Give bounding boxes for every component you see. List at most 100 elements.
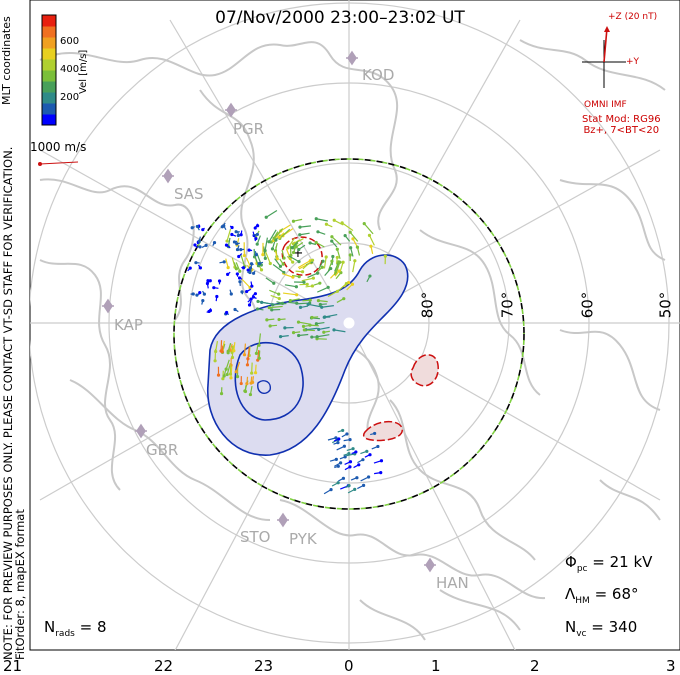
velocity-vector-origin — [330, 239, 333, 242]
phi-value: = 21 kV — [592, 553, 652, 571]
colorbar-tick-400: 400 — [60, 64, 79, 75]
velocity-vector-origin — [295, 293, 298, 296]
velocity-vector-origin — [223, 260, 226, 263]
velocity-vector — [285, 285, 297, 287]
velocity-vector-origin — [338, 269, 341, 272]
lambda-subscript: HM — [575, 596, 590, 606]
velocity-vector-origin — [215, 295, 218, 298]
nvc-symbol: N — [565, 618, 576, 636]
station-pyk: PYK — [289, 530, 317, 548]
station-sas: SAS — [174, 185, 204, 203]
velocity-vector-origin — [220, 392, 223, 395]
velocity-vector-origin — [207, 310, 210, 313]
velocity-vector-origin — [334, 436, 337, 439]
nrads-subscript: rads — [55, 629, 75, 639]
page-title: 07/Nov/2000 23:00–23:02 UT — [0, 8, 680, 28]
velocity-vector-origin — [336, 290, 339, 293]
velocity-vector-origin — [269, 262, 272, 265]
velocity-vector — [302, 278, 314, 281]
velocity-vector-origin — [325, 223, 328, 226]
velocity-vector-origin — [278, 236, 281, 239]
velocity-vector-origin — [267, 240, 270, 243]
velocity-vector-origin — [295, 285, 298, 288]
station-pgr: PGR — [233, 120, 264, 138]
velocity-vector-origin — [336, 256, 339, 259]
velocity-vector-origin — [239, 248, 242, 251]
velocity-vector-origin — [243, 353, 246, 356]
station-gbr: GBR — [146, 441, 178, 459]
velocity-vector-origin — [254, 371, 257, 374]
mlt-tick-23: 23 — [254, 657, 273, 675]
velocity-vector-origin — [201, 228, 204, 231]
velocity-vector — [316, 219, 328, 221]
velocity-vector — [324, 257, 326, 268]
velocity-vector-origin — [291, 260, 294, 263]
mlt-tick-21: 21 — [3, 657, 22, 675]
phi-symbol: Φ — [565, 553, 577, 571]
vector-count: Nvc = 340 — [565, 618, 637, 639]
velocity-vector — [266, 210, 277, 217]
velocity-vector-origin — [317, 328, 320, 331]
velocity-vector-origin — [213, 359, 216, 362]
velocity-vector-origin — [279, 265, 282, 268]
velocity-vector-origin — [365, 450, 368, 453]
velocity-vector-origin — [336, 248, 339, 251]
lat-label-50: 50° — [656, 292, 674, 319]
nrads-value: = 8 — [80, 618, 107, 636]
velocity-vector-origin — [315, 241, 318, 244]
velocity-vector-origin — [270, 308, 273, 311]
velocity-vector-origin — [238, 270, 241, 273]
velocity-vector-origin — [325, 255, 328, 258]
velocity-vector-origin — [292, 331, 295, 334]
stat-model-label: Stat Mod: RG96 Bz+, 7<BT<20 — [582, 114, 661, 136]
colorbar-segment — [42, 103, 56, 115]
velocity-vector-origin — [345, 282, 348, 285]
velocity-vector-origin — [223, 374, 226, 377]
colorbar-tick-600: 600 — [60, 36, 79, 47]
velocity-vector-origin — [351, 447, 354, 450]
velocity-vector — [342, 223, 353, 231]
velocity-vector-origin — [297, 334, 300, 337]
station-kap: KAP — [114, 316, 143, 334]
velocity-vector-origin — [348, 438, 351, 441]
velocity-vector-origin — [333, 219, 336, 222]
velocity-vector-origin — [357, 463, 360, 466]
velocity-vector-origin — [256, 224, 259, 227]
velocity-vector-origin — [368, 274, 371, 277]
velocity-vector-origin — [316, 230, 319, 233]
velocity-vector-origin — [344, 234, 347, 237]
velocity-vector-origin — [271, 247, 274, 250]
velocity-vector-origin — [306, 283, 309, 286]
velocity-vector-origin — [291, 276, 294, 279]
velocity-vector-origin — [193, 243, 196, 246]
velocity-vector-origin — [330, 235, 333, 238]
velocity-vector-origin — [213, 241, 216, 244]
velocity-vector-origin — [339, 461, 342, 464]
velocity-vector-origin — [277, 318, 280, 321]
velocity-vector-origin — [225, 311, 228, 314]
velocity-vector-origin — [347, 484, 350, 487]
velocity-vector-origin — [319, 303, 322, 306]
velocity-vector-origin — [252, 295, 255, 298]
mlt-tick-1: 1 — [431, 657, 441, 675]
velocity-vector-origin — [347, 452, 350, 455]
velocity-vector-origin — [316, 335, 319, 338]
velocity-vector-origin — [341, 429, 344, 432]
velocity-vector-origin — [256, 300, 259, 303]
velocity-vector-origin — [291, 246, 294, 249]
colorbar-segment — [42, 92, 56, 104]
velocity-vector-origin — [337, 260, 340, 263]
velocity-vector-origin — [236, 248, 239, 251]
velocity-vector-origin — [229, 376, 232, 379]
velocity-vector-origin — [310, 316, 313, 319]
mlt-tick-0: 0 — [344, 657, 354, 675]
velocity-vector-origin — [238, 276, 241, 279]
lambda-symbol: Λ — [565, 585, 575, 603]
velocity-vector-origin — [218, 279, 221, 282]
velocity-vector-origin — [192, 292, 195, 295]
colorbar-segment — [42, 59, 56, 71]
velocity-vector-origin — [277, 293, 280, 296]
velocity-vector-origin — [226, 273, 229, 276]
velocity-vector-origin — [201, 299, 204, 302]
velocity-vector-origin — [232, 349, 235, 352]
